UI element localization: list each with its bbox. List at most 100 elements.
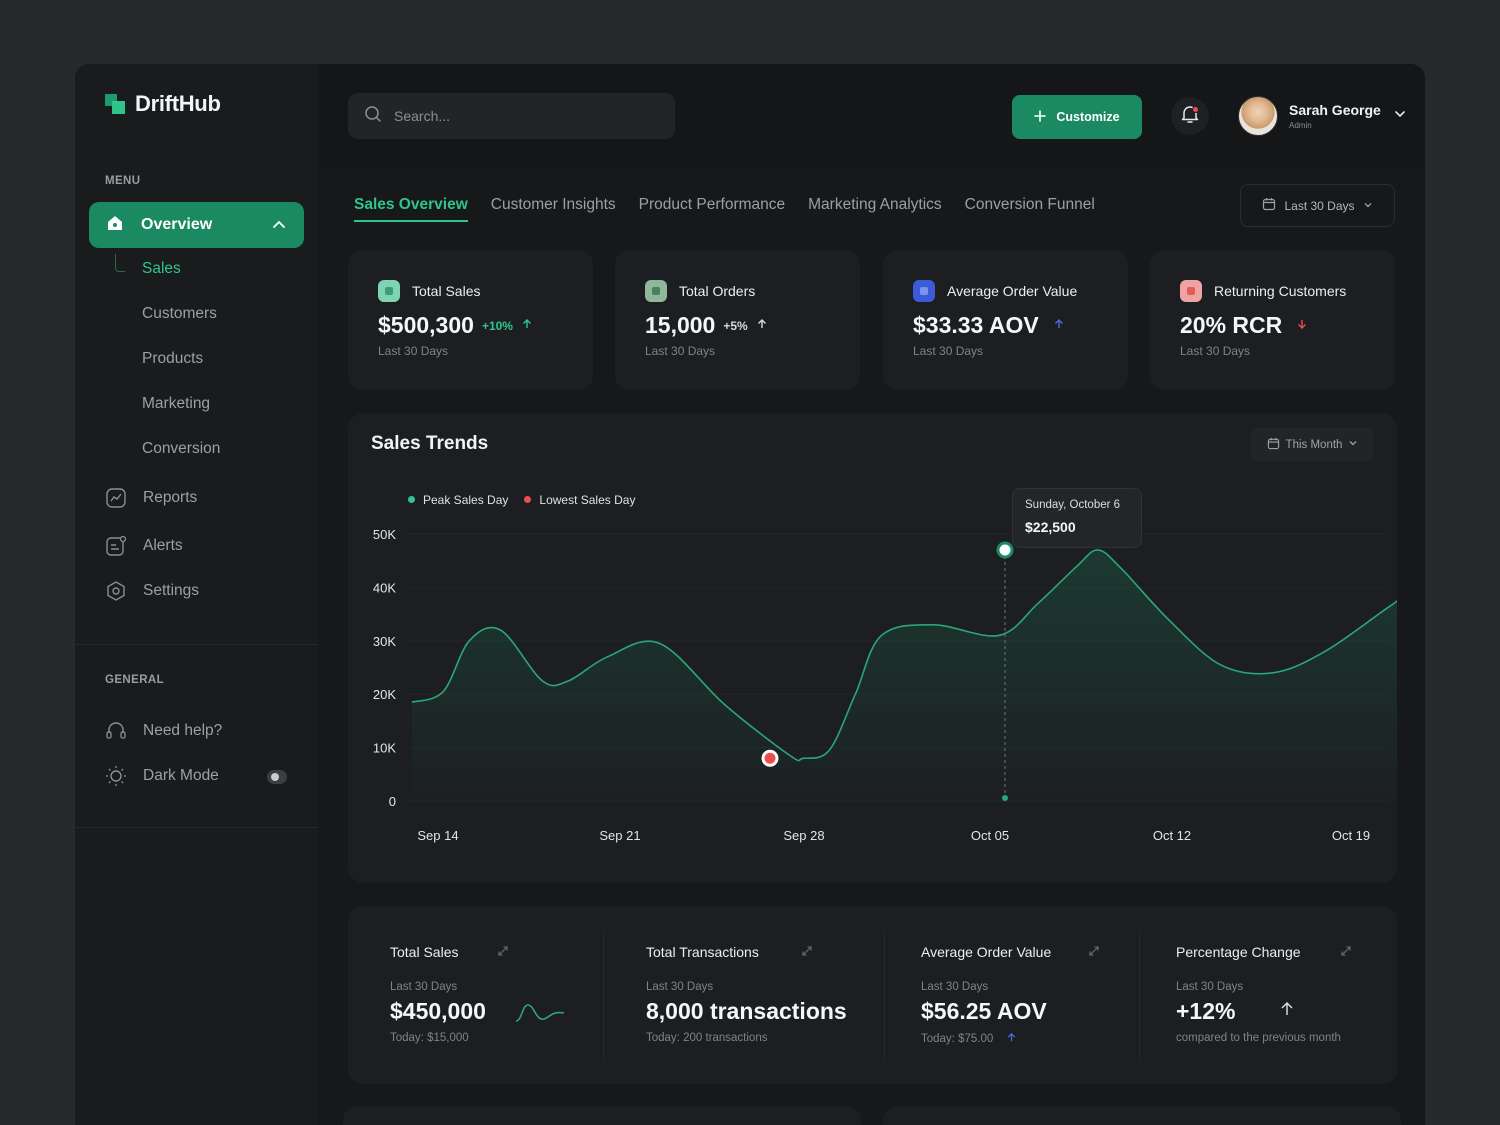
customers-icon <box>1180 280 1202 302</box>
notifications-button[interactable] <box>1171 97 1209 135</box>
kpi-title: Returning Customers <box>1214 283 1347 299</box>
chart-line-icon <box>105 487 127 509</box>
sidebar-subitem-products[interactable]: Products <box>142 350 204 367</box>
arrow-up-icon <box>1279 1001 1295 1022</box>
kpi-period: Last 30 Days <box>645 344 716 358</box>
sales-trends-card: 50K 40K 30K 20K 10K 0 Sep 14 Sep 21 Sep 28 Oct 05… <box>348 413 1397 883</box>
kpi-value: $33.33 AOV <box>913 312 1039 338</box>
sidebar-item-label: Need help? <box>143 722 223 739</box>
sidebar-item-label: Settings <box>143 582 200 599</box>
tree-branch-line <box>115 254 125 272</box>
chevron-down-icon[interactable] <box>1394 107 1406 125</box>
kpi-title: Total Orders <box>679 283 756 299</box>
kpi-change: +10% <box>481 318 513 333</box>
y-tick-label: 30K <box>373 634 396 649</box>
search-box[interactable] <box>348 93 675 139</box>
chevron-up-icon[interactable] <box>272 218 286 237</box>
date-range-label: Last 30 Days <box>1284 198 1355 213</box>
calendar-icon <box>1262 197 1276 214</box>
tab-conversion-funnel[interactable]: Conversion Funnel <box>964 196 1095 213</box>
x-tick-label: Sep 14 <box>417 828 458 843</box>
tab-bar: Sales Overview Customer Insights Product… <box>354 196 1095 222</box>
stat-title: Total Sales <box>390 944 459 960</box>
y-tick-label: 0 <box>389 794 396 809</box>
peak-sales-point[interactable] <box>996 541 1014 559</box>
expand-icon[interactable] <box>1088 944 1100 962</box>
sidebar-item-dark-mode[interactable]: Dark Mode <box>105 765 219 787</box>
home-icon <box>105 213 125 238</box>
kpi-card-returning-customers: Returning Customers 20% RCR Last 30 Days <box>1150 250 1395 390</box>
kpi-card-average-order-value: Average Order Value $33.33 AOV Last 30 D… <box>883 250 1128 390</box>
sidebar-item-overview[interactable]: Overview <box>89 202 304 248</box>
period-dropdown[interactable]: This Month <box>1251 428 1374 461</box>
customize-label: Customize <box>1056 110 1120 124</box>
arrow-up-icon <box>521 317 533 335</box>
sidebar-item-alerts[interactable]: Alerts <box>105 535 183 557</box>
chart-legend: Peak Sales Day Lowest Sales Day <box>408 493 635 507</box>
card-placeholder <box>883 1106 1401 1125</box>
x-tick-label: Sep 28 <box>783 828 824 843</box>
stat-footnote: Today: $15,000 <box>390 1032 469 1044</box>
stat-period: Last 30 Days <box>646 981 714 993</box>
sidebar-item-help[interactable]: Need help? <box>105 720 222 742</box>
logo[interactable]: DriftHub <box>105 91 221 117</box>
kpi-value: $500,300 <box>378 312 474 338</box>
stat-divider <box>1139 930 1140 1062</box>
dark-mode-toggle[interactable] <box>267 770 287 784</box>
summary-stats-card: Total Sales Last 30 Days $450,000 Today:… <box>348 906 1397 1084</box>
logo-icon <box>105 94 125 114</box>
x-tick-label: Oct 19 <box>1332 828 1370 843</box>
tab-sales-overview[interactable]: Sales Overview <box>354 196 468 222</box>
sidebar-subitem-customers[interactable]: Customers <box>142 305 217 322</box>
sidebar: DriftHub MENU Overview Sales Customers P… <box>75 64 318 1125</box>
expand-icon[interactable] <box>801 944 813 962</box>
tab-customer-insights[interactable]: Customer Insights <box>490 196 616 213</box>
aov-icon <box>913 280 935 302</box>
sidebar-subitem-sales[interactable]: Sales <box>142 260 181 277</box>
stat-footnote: Today: $75.00 <box>921 1032 1017 1046</box>
period-label: This Month <box>1285 438 1343 451</box>
main-content: Sales Overview Customer Insights Product… <box>318 168 1425 1125</box>
arrow-up-icon <box>1006 1032 1017 1046</box>
sidebar-subitem-marketing[interactable]: Marketing <box>142 395 211 412</box>
expand-icon[interactable] <box>1340 944 1352 962</box>
stat-title: Total Transactions <box>646 944 759 960</box>
user-menu[interactable]: Sarah George Admin <box>1238 96 1406 136</box>
y-tick-label: 40K <box>373 580 396 595</box>
arrow-up-icon <box>756 317 768 335</box>
y-tick-label: 20K <box>373 687 396 702</box>
date-range-dropdown[interactable]: Last 30 Days <box>1240 184 1395 227</box>
kpi-period: Last 30 Days <box>378 344 449 358</box>
customize-button[interactable]: Customize <box>1012 95 1142 139</box>
sidebar-subitem-conversion[interactable]: Conversion <box>142 440 221 457</box>
arrow-up-icon <box>1053 317 1065 335</box>
sidebar-item-settings[interactable]: Settings <box>105 580 199 602</box>
calendar-icon <box>1267 437 1280 453</box>
search-input[interactable] <box>394 108 634 124</box>
stat-period: Last 30 Days <box>921 981 989 993</box>
stat-divider <box>603 930 604 1062</box>
kpi-card-total-sales: Total Sales $500,300 +10% Last 30 Days <box>348 250 593 390</box>
kpi-card-total-orders: Total Orders 15,000 +5% Last 30 Days <box>615 250 860 390</box>
sales-area <box>411 550 1397 801</box>
stat-period: Last 30 Days <box>390 981 458 993</box>
dashboard-window: DriftHub MENU Overview Sales Customers P… <box>75 64 1425 1125</box>
stat-value: $56.25 AOV <box>921 998 1047 1024</box>
chart-tooltip: Sunday, October 6 $22,500 <box>1012 488 1142 548</box>
app-name: DriftHub <box>135 91 221 116</box>
stat-percentage-change: Percentage Change Last 30 Days +12% comp… <box>1176 906 1366 1084</box>
tab-marketing-analytics[interactable]: Marketing Analytics <box>808 196 942 213</box>
sidebar-item-label: Reports <box>143 489 198 506</box>
y-tick-label: 50K <box>373 527 396 542</box>
stat-average-order-value: Average Order Value Last 30 Days $56.25 … <box>921 906 1111 1084</box>
headset-icon <box>105 720 127 742</box>
expand-icon[interactable] <box>497 944 509 962</box>
sidebar-item-label: Alerts <box>143 537 183 554</box>
sales-trends-chart[interactable]: 50K 40K 30K 20K 10K 0 Sep 14 Sep 21 Sep 28 Oct 05… <box>348 413 1397 883</box>
sidebar-item-reports[interactable]: Reports <box>105 487 197 509</box>
sparkline-icon <box>514 1001 566 1030</box>
tab-product-performance[interactable]: Product Performance <box>638 196 786 213</box>
kpi-value: 15,000 <box>645 312 716 338</box>
lowest-sales-point[interactable] <box>761 749 779 767</box>
plus-icon <box>1034 109 1047 125</box>
